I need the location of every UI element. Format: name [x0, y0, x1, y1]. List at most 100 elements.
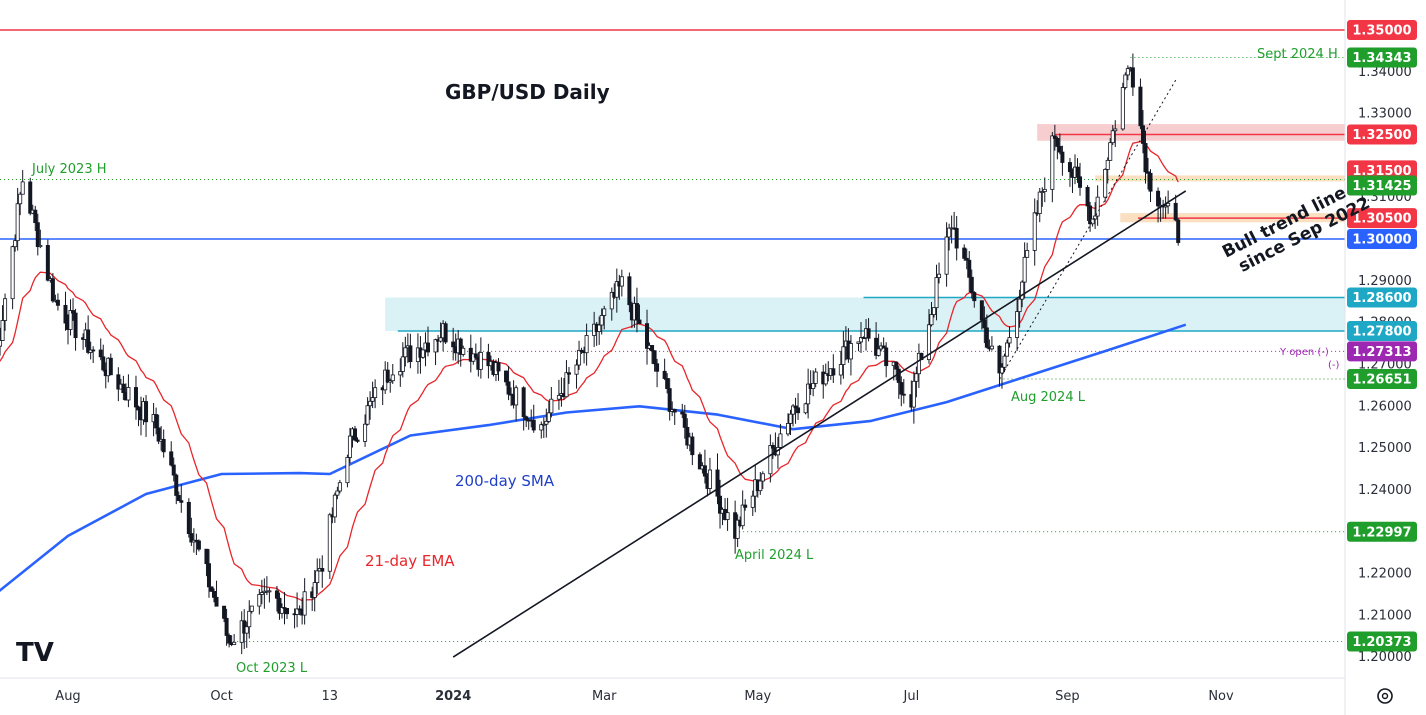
candle-body — [302, 591, 307, 616]
annotation-year-open-minus: (-) — [1328, 360, 1340, 371]
candle-body — [212, 591, 217, 598]
candle-body — [1138, 86, 1143, 127]
candle-body — [803, 403, 808, 414]
ema-layer — [0, 140, 1179, 602]
candle-body — [1145, 171, 1150, 174]
annotation-oct-2023-low: Oct 2023 L — [236, 661, 308, 676]
price-badge — [1347, 124, 1417, 145]
price-badge-label: 1.27800 — [1352, 325, 1411, 340]
candle-body — [33, 209, 38, 224]
candle-body — [813, 371, 818, 384]
candle-body — [1176, 219, 1181, 243]
candle-body — [295, 608, 300, 615]
candle-body — [45, 245, 50, 281]
candle-body — [662, 370, 667, 379]
candle-body — [901, 393, 906, 396]
candle-body — [425, 342, 430, 353]
candle-body — [521, 387, 526, 418]
price-badge-label: 1.20373 — [1352, 635, 1411, 650]
candle-body — [327, 514, 332, 572]
candle-body — [15, 203, 20, 242]
candle-body — [171, 464, 176, 476]
candle-body — [566, 372, 571, 375]
candle-body — [1143, 143, 1148, 173]
candle-body — [811, 383, 816, 389]
candle-body — [274, 590, 279, 599]
x-tick-label: May — [744, 689, 771, 704]
candle-body — [645, 323, 650, 349]
y-tick-label: 1.24000 — [1358, 483, 1412, 498]
candle-body — [627, 276, 632, 306]
candle-body — [347, 435, 352, 458]
candle-body — [443, 323, 448, 343]
candle-body — [881, 345, 886, 349]
price-badge — [1347, 341, 1417, 362]
candle-body — [1108, 142, 1113, 161]
candle-body — [682, 413, 687, 428]
candle-body — [108, 357, 113, 376]
candle-body — [665, 378, 670, 389]
candle-body — [997, 345, 1002, 374]
candle-body — [750, 495, 755, 508]
candle-body — [267, 590, 272, 593]
candle-body — [650, 345, 655, 352]
price-badge — [1347, 287, 1417, 308]
candle-body — [1060, 151, 1065, 163]
annotation-july-2023-high: July 2023 H — [31, 162, 107, 177]
candles-layer — [0, 53, 1181, 655]
candle-body — [962, 247, 967, 259]
candle-body — [337, 482, 342, 492]
x-axis[interactable]: Aug Oct 13 2024 Mar May Jul Sep Nov — [55, 689, 1234, 704]
y-tick-label: 1.21000 — [1358, 608, 1412, 623]
candle-body — [0, 320, 5, 341]
candle-body — [1140, 125, 1145, 144]
candle-body — [257, 594, 262, 607]
candle-body — [18, 193, 23, 205]
price-badge — [1347, 208, 1417, 229]
candle-body — [579, 349, 584, 353]
y-axis[interactable]: 1.340001.330001.310001.290001.280001.270… — [1358, 65, 1412, 665]
price-badge-label: 1.31500 — [1352, 164, 1411, 179]
candle-body — [715, 469, 720, 497]
candle-body — [385, 369, 390, 383]
candle-body — [189, 533, 194, 543]
sma-layer — [0, 323, 1187, 593]
candle-body — [876, 348, 881, 356]
price-badge — [1347, 369, 1417, 390]
candle-body — [352, 428, 357, 441]
candle-body — [672, 409, 677, 413]
candle-body — [947, 227, 952, 238]
candle-body — [702, 465, 707, 477]
candle-body — [232, 641, 237, 645]
candle-body — [1103, 169, 1108, 198]
candle-body — [899, 382, 904, 395]
candle-body — [332, 494, 337, 518]
candle-body — [249, 605, 254, 612]
candle-body — [368, 400, 373, 407]
candle-body — [597, 324, 602, 332]
candle-body — [496, 362, 501, 372]
candle-body — [1156, 190, 1161, 207]
gear-icon[interactable] — [1377, 688, 1393, 704]
candle-body — [1075, 166, 1080, 178]
candle-body — [758, 480, 763, 492]
y-tick-label: 1.29000 — [1358, 274, 1412, 289]
candle-body — [345, 457, 350, 484]
candle-body — [1042, 188, 1047, 192]
price-badge — [1347, 521, 1417, 542]
candle-body — [1148, 172, 1153, 192]
price-badge-label: 1.22997 — [1352, 525, 1411, 540]
candle-body — [1002, 355, 1007, 368]
bull-trendline — [452, 190, 1187, 658]
candle-body — [247, 610, 252, 628]
candle-body — [55, 299, 60, 306]
tradingview-logo-icon[interactable]: TV — [16, 638, 54, 668]
price-badge-label: 1.27313 — [1352, 345, 1411, 360]
candle-body — [433, 339, 438, 353]
candle-body — [408, 345, 413, 363]
price-badge-label: 1.30000 — [1352, 233, 1411, 248]
candle-body — [1055, 138, 1060, 147]
y-tick-label: 1.26000 — [1358, 399, 1412, 414]
candle-body — [136, 406, 141, 411]
